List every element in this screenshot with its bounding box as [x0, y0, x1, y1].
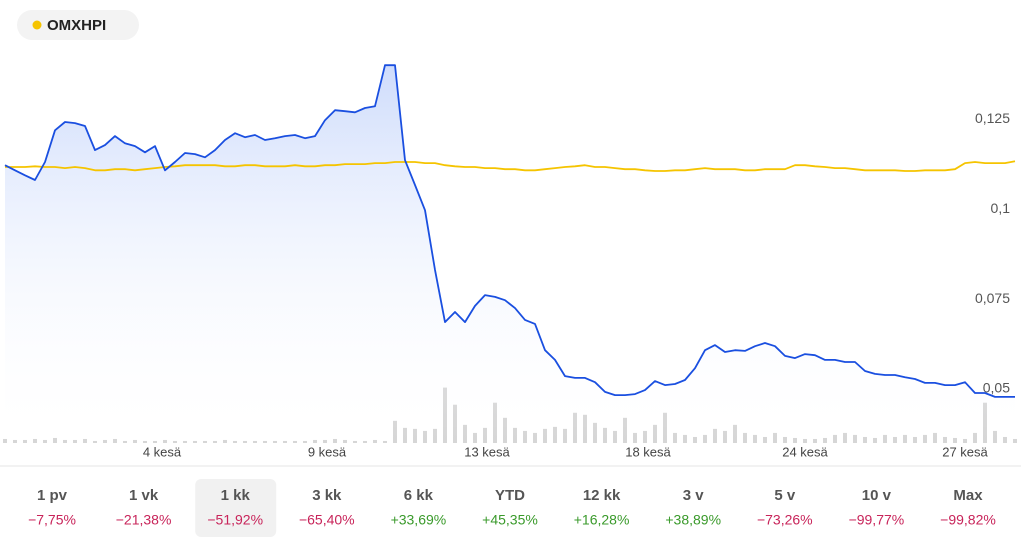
price-line [5, 160, 1016, 172]
legend-dot [32, 20, 42, 30]
period-change[interactable]: −21,38% [116, 512, 172, 528]
period-name[interactable]: 3 v [683, 487, 705, 504]
legend-chip [17, 10, 139, 40]
x-tick-label: 13 kesä [464, 444, 510, 459]
period-change[interactable]: −99,82% [940, 512, 996, 528]
area [5, 65, 1015, 443]
x-tick-label: 24 kesä [782, 444, 828, 459]
period-name[interactable]: 1 vk [129, 487, 159, 504]
period-change[interactable]: +16,28% [574, 512, 630, 528]
x-tick-label: 27 kesä [942, 444, 988, 459]
period-name[interactable]: 10 v [862, 487, 892, 504]
x-tick-label: 4 kesä [143, 444, 182, 459]
period-change[interactable]: −51,92% [207, 512, 263, 528]
period-name[interactable]: 5 v [774, 487, 796, 504]
y-tick-label: 0,125 [975, 110, 1010, 126]
period-name[interactable]: 1 kk [221, 487, 251, 504]
period-name[interactable]: 12 kk [583, 487, 621, 504]
period-change[interactable]: −99,77% [849, 512, 905, 528]
price-line [4, 64, 1015, 398]
period-name[interactable]: YTD [495, 487, 525, 504]
y-tick-label: 0,1 [991, 200, 1011, 216]
period-name[interactable]: Max [953, 487, 983, 504]
period-change[interactable]: −7,75% [28, 512, 76, 528]
period-change[interactable]: −73,26% [757, 512, 813, 528]
y-tick-label: 0,05 [983, 380, 1010, 396]
period-name[interactable]: 1 pv [37, 487, 68, 504]
period-name[interactable]: 3 kk [312, 487, 342, 504]
x-tick-label: 9 kesä [308, 444, 347, 459]
legend-label: OMXHPI [47, 17, 106, 34]
period-change[interactable]: +38,89% [665, 512, 721, 528]
period-change[interactable]: +45,35% [482, 512, 538, 528]
period-change[interactable]: −65,40% [299, 512, 355, 528]
period-name[interactable]: 6 kk [404, 487, 434, 504]
x-tick-label: 18 kesä [625, 444, 671, 459]
period-change[interactable]: +33,69% [391, 512, 447, 528]
selected-period-bg [195, 479, 277, 537]
y-tick-label: 0,075 [975, 290, 1010, 306]
